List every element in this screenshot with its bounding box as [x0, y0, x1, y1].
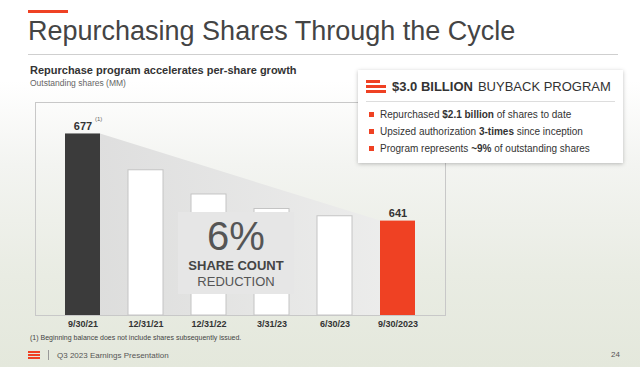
html-text:Repurchase program accelerates: Repurchase program accelerates per-share…: [30, 64, 297, 76]
html-text:Q3 2023 Earnings Presentation: Q3 2023 Earnings Presentation: [57, 350, 169, 360]
html-text:Program represents ~9% of outs: Program represents ~9% of outstanding sh…: [380, 143, 590, 154]
html-text:Outstanding shares (MM): Outstanding shares (MM): [30, 78, 126, 88]
svg-text:9/30/2023: 9/30/2023: [378, 319, 418, 328]
html-text:Upsized authorization 3-times: Upsized authorization 3-times since ince…: [380, 126, 583, 137]
html-text:(1) Beginning balance does not: (1) Beginning balance does not include s…: [30, 334, 242, 341]
svg-text:9/30/21: 9/30/21: [68, 319, 98, 328]
html-text:$3.0 BILLION BUYBACK PROGRAM: $3.0 BILLION BUYBACK PROGRAM: [392, 79, 611, 94]
svg-text:(1): (1): [95, 116, 102, 122]
html-text:24: 24: [611, 350, 620, 359]
svg-text:641: 641: [389, 207, 407, 219]
svg-text:12/31/21: 12/31/21: [128, 319, 163, 328]
html-text:Repurchasing Shares Through th: Repurchasing Shares Through the Cycle: [28, 16, 516, 46]
svg-text:6/30/23: 6/30/23: [320, 319, 350, 328]
html-text:Repurchased $2.1 billion of sh: Repurchased $2.1 billion of shares to da…: [380, 109, 572, 120]
html-text:REDUCTION: REDUCTION: [197, 274, 275, 289]
svg-text:12/31/22: 12/31/22: [191, 319, 226, 328]
html-text:SHARE COUNT: SHARE COUNT: [188, 258, 284, 273]
html-text:6%: 6%: [207, 214, 265, 258]
svg-text:3/31/23: 3/31/23: [257, 319, 287, 328]
svg-text:677: 677: [74, 120, 92, 132]
